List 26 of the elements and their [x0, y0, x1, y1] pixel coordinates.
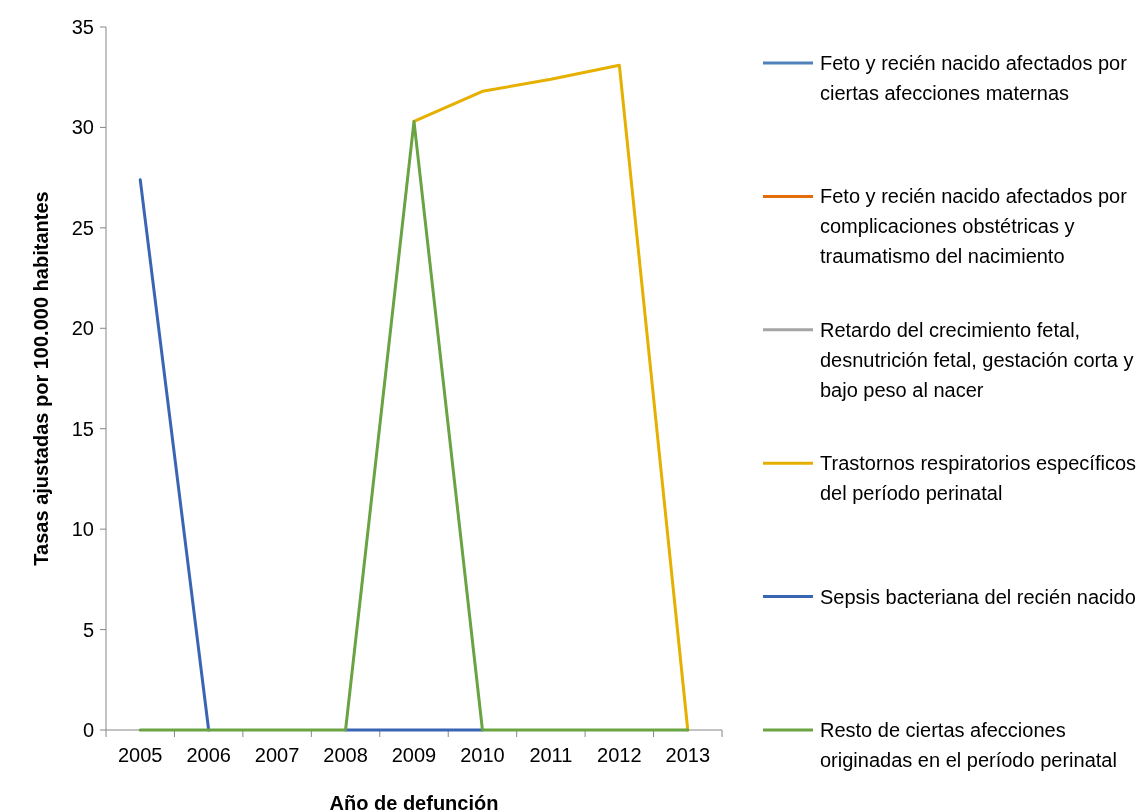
x-tick-label: 2012 — [597, 744, 642, 766]
x-tick-label: 2009 — [391, 744, 437, 766]
x-tick-label: 2006 — [186, 744, 231, 766]
y-tick-label: 30 — [71, 116, 94, 139]
legend-label: Feto y recién nacido afectados por ciertas afecciones maternas — [820, 52, 1128, 104]
y-tick-label: 5 — [82, 618, 94, 641]
y-tick-label: 35 — [71, 16, 94, 38]
x-tick-label: 2005 — [117, 744, 163, 766]
legend-label: Trastornos respiratorios específicos del período perinatal — [820, 452, 1137, 505]
x-tick-label: 2011 — [529, 744, 573, 766]
x-tick-label: 2007 — [254, 744, 300, 766]
x-tick-label: 2013 — [665, 744, 711, 766]
y-tick-label: 0 — [82, 719, 94, 741]
x-tick-label: 2010 — [460, 744, 505, 766]
legend-label: Sepsis bacteriana del recién nacido — [820, 585, 1136, 608]
y-axis-title: Tasas ajustadas por 100.000 habitantes — [30, 191, 52, 566]
y-tick-label: 20 — [71, 317, 94, 340]
legend-label: Feto y recién nacido afectados por complicaciones obstétricas y traumatismo del nacimiento — [820, 185, 1128, 268]
y-tick-label: 10 — [71, 518, 94, 541]
y-tick-label: 25 — [71, 216, 94, 239]
x-tick-label: 2008 — [323, 744, 368, 766]
y-tick-label: 15 — [71, 417, 94, 440]
line-series — [412, 63, 690, 732]
legend-label: Retardo del crecimiento fetal, desnutrición fetal, gestación corta y bajo peso al nacer — [820, 318, 1134, 401]
x-axis-title: Año de defunción — [329, 792, 499, 811]
legend-label: Resto de ciertas afecciones originadas en el período perinatal — [820, 719, 1117, 771]
